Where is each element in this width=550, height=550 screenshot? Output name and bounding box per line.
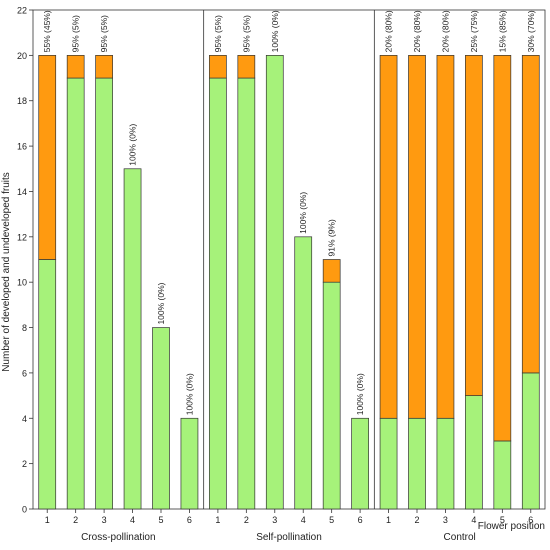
group-label: Cross-pollination xyxy=(81,532,155,543)
y-tick-label: 6 xyxy=(22,368,27,378)
bar-percentage-label: 100% (0%) xyxy=(156,282,166,324)
x-tick-label: 5 xyxy=(158,515,163,525)
bar-undeveloped xyxy=(379,55,398,419)
bar-percentage-label: 100% (0%) xyxy=(298,192,308,234)
x-tick-label: 3 xyxy=(272,515,277,525)
x-tick-label: 6 xyxy=(187,515,192,525)
bar-undeveloped xyxy=(493,55,512,442)
bar-percentage-label: 95% (5%) xyxy=(241,15,251,52)
y-axis-title: Number of developed and undeveloped frui… xyxy=(1,172,12,372)
bar-percentage-label: 100% (0%) xyxy=(184,373,194,415)
bar-developed xyxy=(66,77,85,510)
bar-percentage-label: 95% (5%) xyxy=(99,15,109,52)
x-tick-label: 4 xyxy=(130,515,135,525)
x-tick-label: 6 xyxy=(528,515,533,525)
x-tick-label: 1 xyxy=(386,515,391,525)
bar-undeveloped xyxy=(408,55,426,419)
x-tick-label: 2 xyxy=(414,515,419,525)
bar-developed xyxy=(209,77,227,510)
bar-percentage-label: 100% (0%) xyxy=(128,124,138,166)
y-tick-label: 8 xyxy=(22,323,27,333)
bar-developed xyxy=(351,417,369,510)
bar-percentage-label: 95% (5%) xyxy=(71,15,81,52)
y-tick-label: 2 xyxy=(22,459,27,469)
x-tick-label: 1 xyxy=(215,515,220,525)
x-tick-label: 4 xyxy=(301,515,306,525)
bar-undeveloped xyxy=(38,55,57,260)
x-tick-label: 3 xyxy=(102,515,107,525)
y-tick-label: 18 xyxy=(17,96,27,106)
y-tick-label: 20 xyxy=(17,51,27,61)
bar-undeveloped xyxy=(436,55,455,419)
plot-frame xyxy=(32,9,546,510)
bar-developed xyxy=(180,417,199,510)
bar-developed xyxy=(237,77,256,510)
x-tick-label: 5 xyxy=(329,515,334,525)
y-tick-label: 0 xyxy=(22,505,27,515)
y-tick-label: 12 xyxy=(17,232,27,242)
bar-developed xyxy=(493,440,512,510)
group-label: Control xyxy=(444,532,476,543)
bar-percentage-label: 100% (0%) xyxy=(270,10,280,52)
bar-undeveloped xyxy=(209,55,227,79)
bar-undeveloped xyxy=(237,55,256,79)
bar-developed xyxy=(436,417,455,510)
bar-developed xyxy=(521,372,540,510)
bar-percentage-label: 20% (80%) xyxy=(440,10,450,52)
bar-percentage-label: 30% (70%) xyxy=(526,10,536,52)
bar-developed xyxy=(123,168,142,510)
bar-percentage-label: 20% (80%) xyxy=(384,10,394,52)
bar-developed xyxy=(152,327,170,510)
x-axis-title: Flower position xyxy=(478,521,545,532)
bar-undeveloped xyxy=(521,55,540,374)
bar-percentage-label: 55% (45%) xyxy=(42,10,52,52)
bars xyxy=(38,55,540,510)
data-labels: 55% (45%) 95% (5%) 95% (5%) 100% (0%) 100% (… xyxy=(42,10,536,415)
bar-developed xyxy=(379,417,398,510)
bar-developed xyxy=(322,281,341,510)
bar-percentage-label: 15% (85%) xyxy=(497,10,507,52)
y-tick-label: 14 xyxy=(17,187,27,197)
bar-developed xyxy=(38,259,57,510)
x-tick-label: 2 xyxy=(73,515,78,525)
x-tick-label: 4 xyxy=(471,515,476,525)
y-tick-label: 16 xyxy=(17,142,27,152)
bar-percentage-label: 95% (5%) xyxy=(213,15,223,52)
bar-percentage-label: 91% (9%) xyxy=(327,219,337,256)
plot-border xyxy=(32,9,546,510)
y-tick-label: 10 xyxy=(17,278,27,288)
bar-developed xyxy=(265,55,284,510)
bar-undeveloped xyxy=(465,55,483,396)
x-tick-label: 2 xyxy=(244,515,249,525)
bar-undeveloped xyxy=(322,259,341,283)
x-tick-label: 1 xyxy=(45,515,50,525)
bar-undeveloped xyxy=(66,55,85,79)
bar-percentage-label: 25% (75%) xyxy=(469,10,479,52)
bar-developed xyxy=(95,77,113,510)
bar-developed xyxy=(294,236,313,510)
y-tick-label: 22 xyxy=(17,6,27,16)
bar-percentage-label: 100% (0%) xyxy=(355,373,365,415)
y-tick-label: 4 xyxy=(22,414,27,424)
bar-undeveloped xyxy=(95,55,113,79)
bar-developed xyxy=(465,395,483,510)
bar-percentage-label: 20% (80%) xyxy=(412,10,422,52)
bar-developed xyxy=(408,417,426,510)
x-tick-label: 5 xyxy=(500,515,505,525)
x-tick-label: 3 xyxy=(443,515,448,525)
x-tick-label: 6 xyxy=(358,515,363,525)
group-label: Self-pollination xyxy=(256,532,322,543)
